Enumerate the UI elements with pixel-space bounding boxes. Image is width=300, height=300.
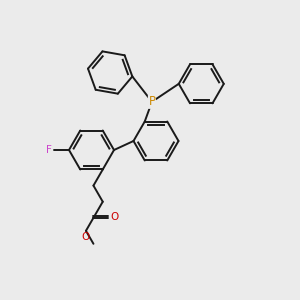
Text: O: O (111, 212, 119, 222)
Text: F: F (46, 145, 52, 155)
Text: P: P (148, 95, 155, 108)
Text: O: O (82, 232, 90, 242)
